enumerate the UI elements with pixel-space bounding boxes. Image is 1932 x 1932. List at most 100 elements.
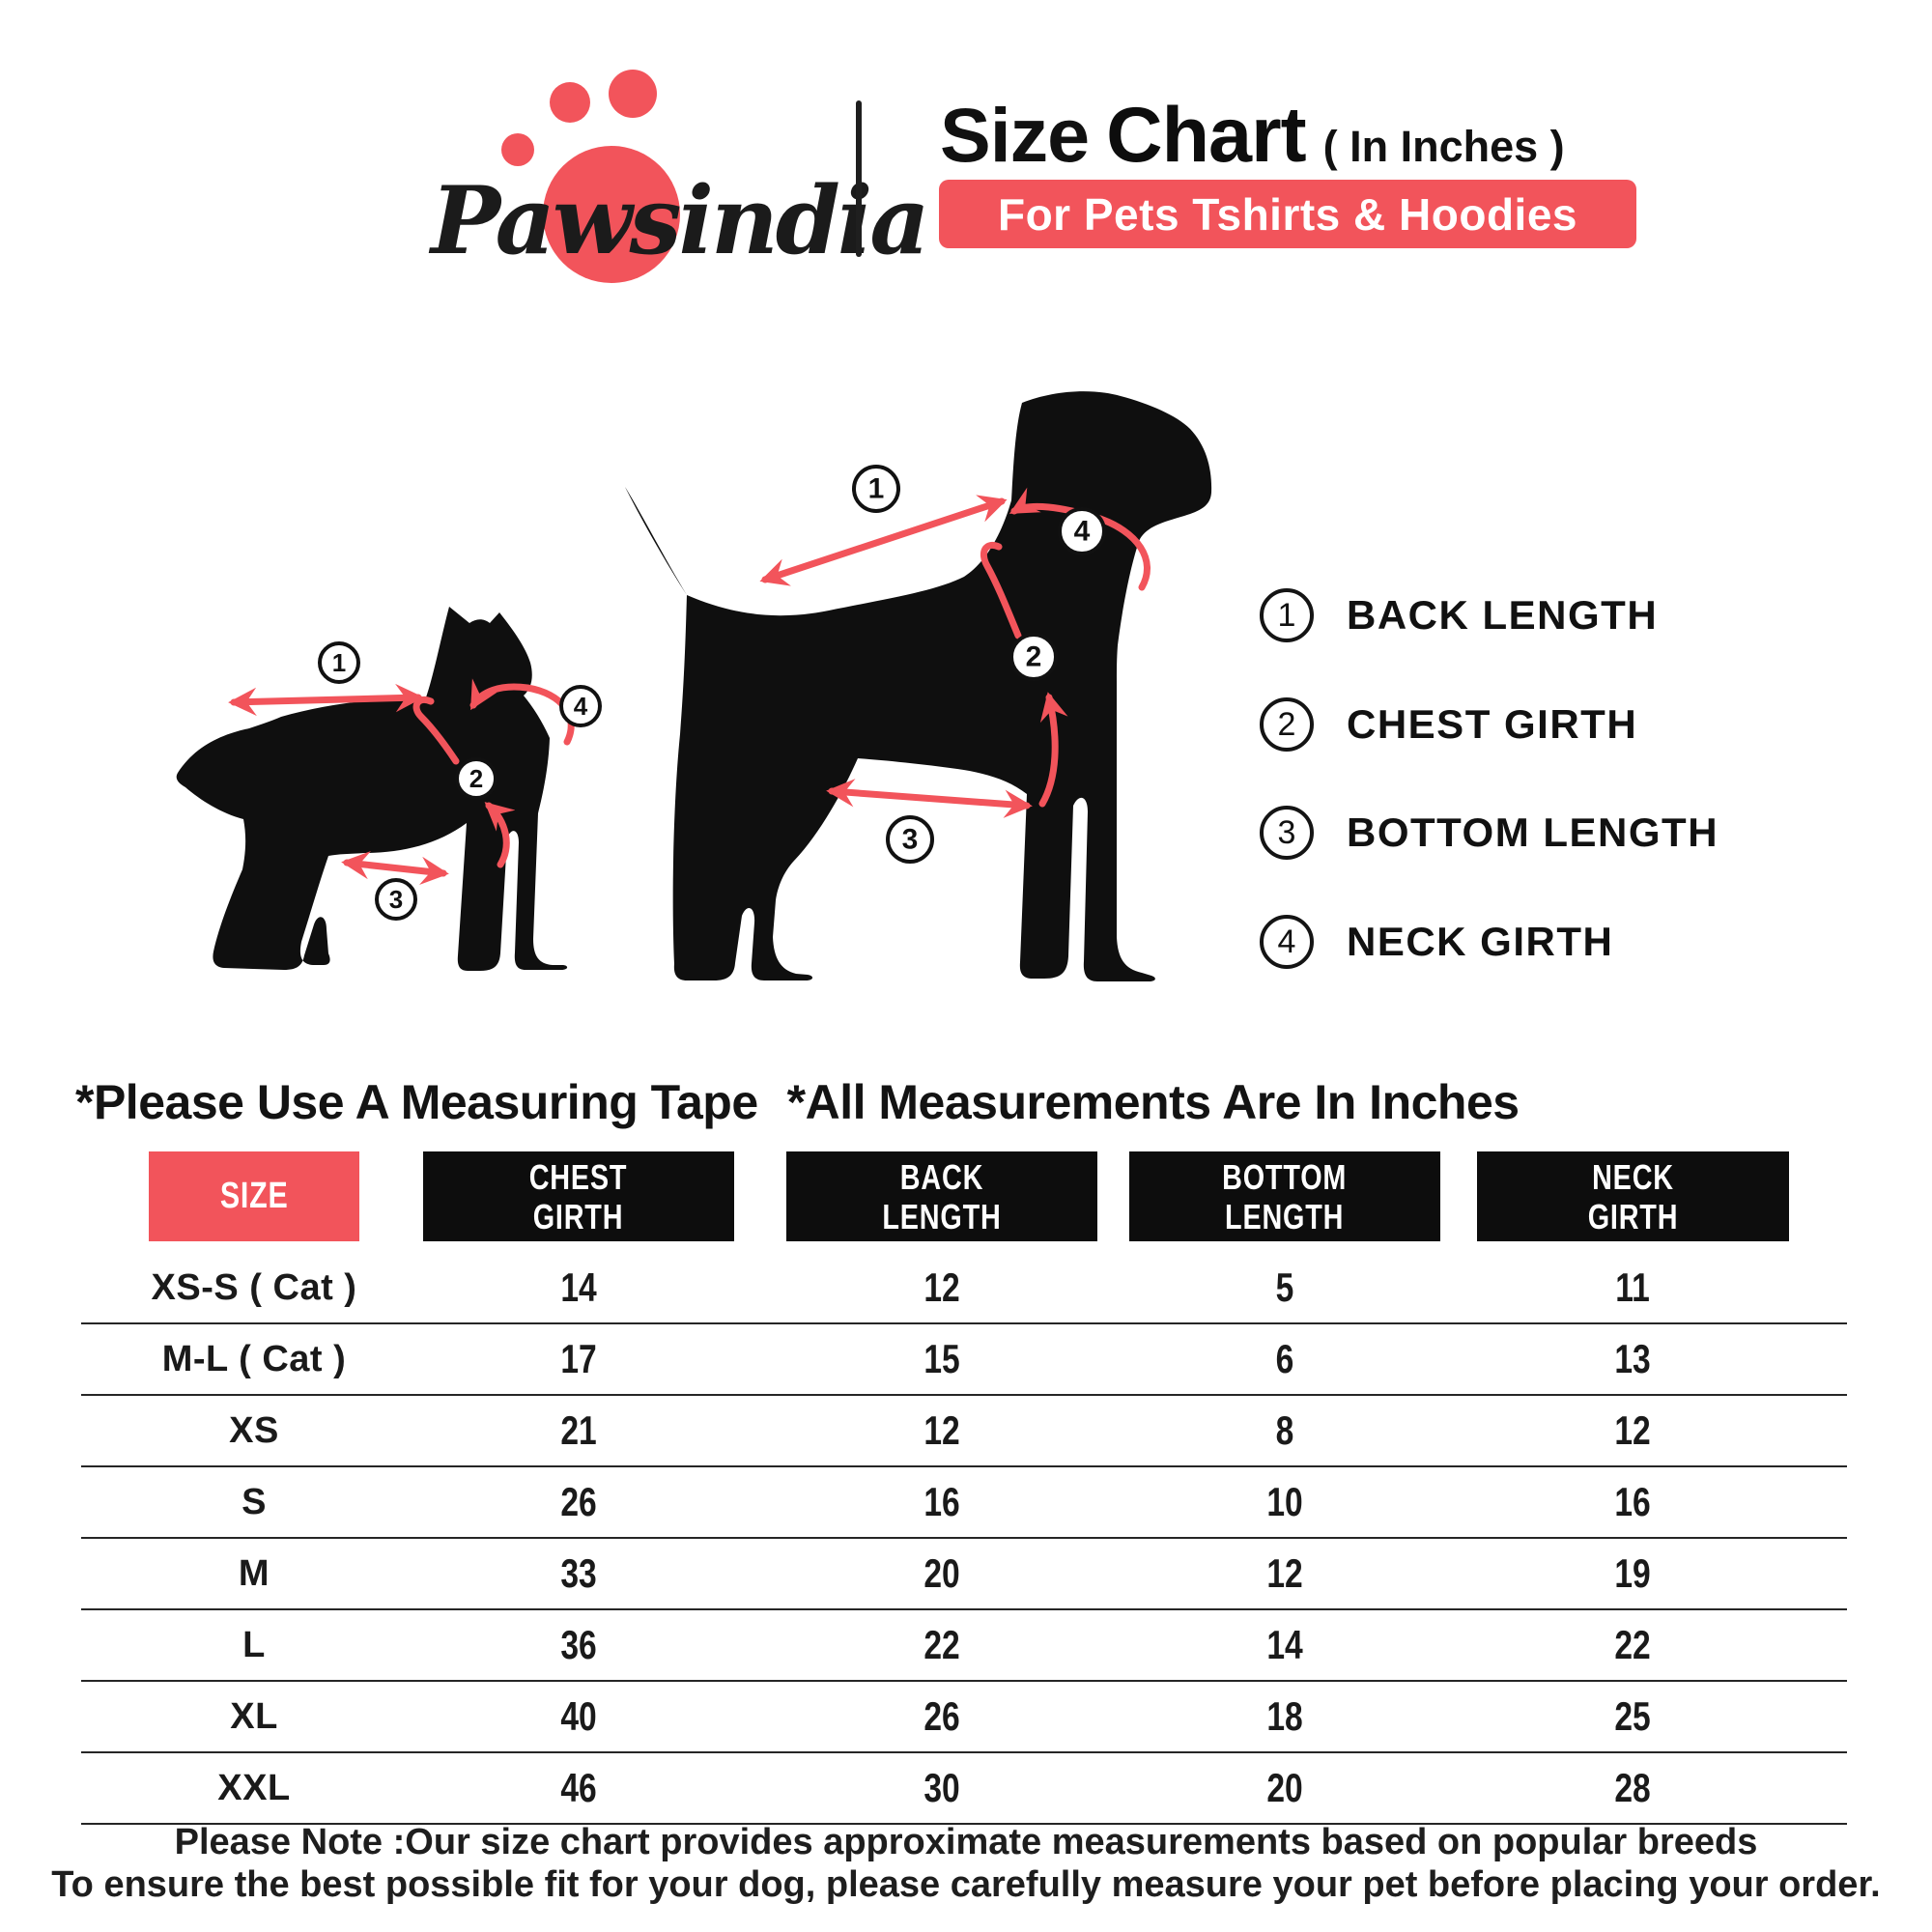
dog-marker-1: 1 xyxy=(868,473,885,505)
size-label: XXL xyxy=(217,1767,291,1808)
bottom-length-value: 6 xyxy=(1275,1336,1294,1381)
chest-girth-value: 17 xyxy=(560,1336,597,1381)
paw-icon xyxy=(501,70,680,283)
size-label: S xyxy=(242,1481,267,1522)
legend-number-circle: 2 xyxy=(1260,697,1314,752)
neck-girth-value: 25 xyxy=(1614,1693,1651,1739)
legend-number-circle: 3 xyxy=(1260,806,1314,860)
neck-girth-value: 12 xyxy=(1614,1407,1651,1453)
table-row: XS-S ( Cat ) 14 12 5 11 xyxy=(81,1253,1847,1324)
neck-girth-value: 13 xyxy=(1614,1336,1651,1381)
back-length-value: 30 xyxy=(923,1765,960,1810)
brand-wordmark: Pawsindia xyxy=(431,166,930,275)
chest-girth-value: 26 xyxy=(560,1479,597,1524)
paw-toe-icon xyxy=(609,70,657,118)
cat-bottom-length-arrow xyxy=(341,850,449,886)
size-label: XL xyxy=(230,1695,278,1737)
measurement-diagram: 1 2 3 4 1 2 3 4 xyxy=(176,391,1212,981)
note-measuring-tape: *Please Use A Measuring Tape xyxy=(75,1075,758,1129)
cat-chest-girth-tape-top xyxy=(412,696,460,765)
legend-label: NECK GIRTH xyxy=(1347,919,1614,964)
back-length-value: 20 xyxy=(923,1550,960,1596)
size-table: XS-S ( Cat ) 14 12 5 11 M-L ( Cat ) 17 1… xyxy=(81,1253,1847,1825)
dog-bottom-length-arrow xyxy=(826,779,1033,818)
back-length-value: 16 xyxy=(923,1479,960,1524)
paw-toe-icon xyxy=(550,82,590,123)
cat-markers: 1 2 3 4 xyxy=(318,641,602,921)
column-header-line: GIRTH xyxy=(533,1196,624,1236)
size-label: M-L ( Cat ) xyxy=(161,1338,347,1379)
neck-girth-value: 22 xyxy=(1614,1622,1651,1667)
table-row: XS 21 12 8 12 xyxy=(81,1396,1847,1467)
chest-girth-value: 36 xyxy=(560,1622,597,1667)
column-header-line: NECK xyxy=(1592,1156,1674,1197)
chest-girth-value: 33 xyxy=(560,1550,597,1596)
column-header-line: GIRTH xyxy=(1587,1196,1679,1236)
category-badge: For Pets Tshirts & Hoodies xyxy=(939,180,1636,248)
column-header-label: SIZE xyxy=(219,1176,289,1216)
neck-girth-value: 19 xyxy=(1614,1550,1651,1596)
neck-girth-value: 28 xyxy=(1614,1765,1651,1810)
dog-marker-2: 2 xyxy=(1026,641,1042,673)
bottom-length-value: 20 xyxy=(1266,1765,1303,1810)
title-size-word: Size xyxy=(940,92,1090,178)
dog-silhouette xyxy=(625,391,1212,981)
legend-item-neck-girth: 4 NECK GIRTH xyxy=(1260,915,1613,969)
paw-pad-icon xyxy=(543,146,680,283)
size-label: L xyxy=(242,1624,266,1665)
legend-label: CHEST GIRTH xyxy=(1347,701,1638,747)
back-length-value: 15 xyxy=(923,1336,960,1381)
column-header-bottom-length: BOTTOM LENGTH xyxy=(1129,1151,1440,1241)
cat-marker-1: 1 xyxy=(332,648,346,677)
neck-girth-value: 11 xyxy=(1615,1264,1650,1310)
table-row: S 26 16 10 16 xyxy=(81,1467,1847,1539)
bottom-length-value: 18 xyxy=(1266,1693,1303,1739)
measuring-note: *Please Use A Measuring Tape *All Measur… xyxy=(75,1074,1520,1130)
dog-marker-3: 3 xyxy=(902,824,919,856)
back-length-value: 26 xyxy=(923,1693,960,1739)
column-header-line: CHEST xyxy=(529,1156,628,1197)
table-row: M-L ( Cat ) 17 15 6 13 xyxy=(81,1324,1847,1396)
column-header-line: LENGTH xyxy=(1225,1196,1345,1236)
column-header-chest-girth: CHEST GIRTH xyxy=(423,1151,734,1241)
cat-chest-girth-tape-bottom xyxy=(484,802,516,868)
dog-chest-girth-tape-bottom xyxy=(1038,692,1068,808)
column-header-neck-girth: NECK GIRTH xyxy=(1477,1151,1789,1241)
footer-note-line-1: Please Note :Our size chart provides app… xyxy=(174,1822,1758,1862)
bottom-length-value: 12 xyxy=(1266,1550,1303,1596)
cat-back-length-arrow xyxy=(228,683,424,717)
cat-silhouette xyxy=(176,607,568,971)
header-divider xyxy=(856,100,862,257)
dog-marker-4: 4 xyxy=(1074,516,1091,548)
column-header-line: BACK xyxy=(899,1156,984,1197)
chest-girth-value: 21 xyxy=(560,1407,597,1453)
dog-markers: 1 2 3 4 xyxy=(852,465,1106,864)
table-row: M 33 20 12 19 xyxy=(81,1539,1847,1610)
legend-item-bottom-length: 3 BOTTOM LENGTH xyxy=(1260,806,1719,860)
back-length-value: 22 xyxy=(923,1622,960,1667)
title-units-suffix: ( In Inches ) xyxy=(1322,122,1565,171)
column-header-size: SIZE xyxy=(149,1151,359,1241)
legend-item-chest-girth: 2 CHEST GIRTH xyxy=(1260,697,1637,752)
legend-number-circle: 4 xyxy=(1260,915,1314,969)
legend-label: BACK LENGTH xyxy=(1347,592,1659,638)
bottom-length-value: 8 xyxy=(1275,1407,1294,1453)
column-header-line: LENGTH xyxy=(882,1196,1002,1236)
chest-girth-value: 14 xyxy=(560,1264,597,1310)
size-label: XS xyxy=(229,1409,279,1451)
dog-chest-girth-tape-top xyxy=(980,542,1022,639)
chest-girth-value: 40 xyxy=(560,1693,597,1739)
bottom-length-value: 5 xyxy=(1275,1264,1294,1310)
table-row: XL 40 26 18 25 xyxy=(81,1682,1847,1753)
bottom-length-value: 10 xyxy=(1266,1479,1303,1524)
dog-back-length-arrow xyxy=(759,495,1008,586)
back-length-value: 12 xyxy=(923,1407,960,1453)
neck-girth-value: 16 xyxy=(1614,1479,1651,1524)
note-units: *All Measurements Are In Inches xyxy=(786,1075,1520,1129)
bottom-length-value: 14 xyxy=(1266,1622,1303,1667)
legend-label: BOTTOM LENGTH xyxy=(1347,810,1719,855)
title-chart-word: Chart xyxy=(1106,92,1307,179)
column-header-line: BOTTOM xyxy=(1222,1156,1348,1197)
back-length-value: 12 xyxy=(923,1264,960,1310)
